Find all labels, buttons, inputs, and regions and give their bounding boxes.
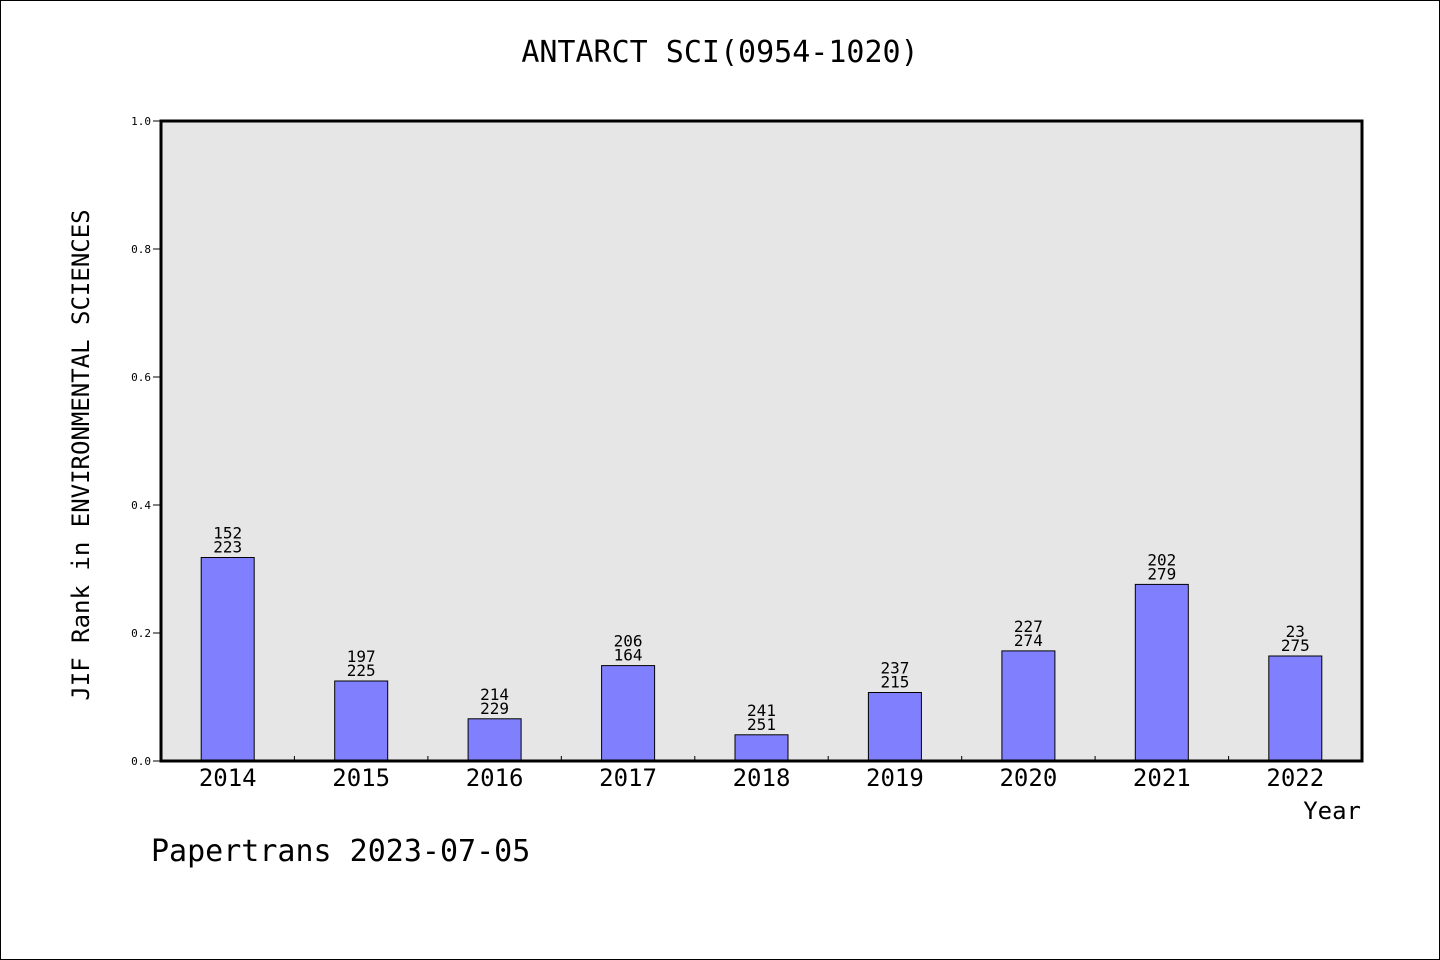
bar-rank-label: 23 bbox=[1286, 622, 1305, 641]
x-tick-label: 2022 bbox=[1266, 764, 1324, 792]
y-tick-label: 0.8 bbox=[131, 243, 151, 256]
y-tick-label: 0.0 bbox=[131, 755, 151, 768]
bar-total-label: 164 bbox=[614, 646, 643, 665]
y-axis-label: JIF Rank in ENVIRONMENTAL SCIENCES bbox=[67, 209, 95, 701]
bar-total-label: 279 bbox=[1147, 564, 1176, 583]
footer-note: Papertrans 2023-07-05 bbox=[151, 834, 531, 869]
x-tick-label: 2016 bbox=[466, 764, 524, 792]
x-axis-label: Year bbox=[1303, 797, 1361, 825]
y-tick-label: 1.0 bbox=[131, 115, 151, 128]
bar-total-label: 225 bbox=[347, 661, 376, 680]
bar-2017 bbox=[601, 665, 656, 762]
y-tick-label: 0.6 bbox=[131, 371, 151, 384]
bar-rank-label: 197 bbox=[347, 647, 376, 666]
x-tick-label: 2021 bbox=[1133, 764, 1191, 792]
bar-rank-label: 206 bbox=[614, 632, 643, 651]
bar-rank-label: 237 bbox=[880, 659, 909, 678]
x-tick-label: 2018 bbox=[733, 764, 791, 792]
x-tick-label: 2015 bbox=[332, 764, 390, 792]
x-tick-label: 2014 bbox=[199, 764, 257, 792]
bar-total-label: 215 bbox=[880, 673, 909, 692]
x-tick-label: 2020 bbox=[999, 764, 1057, 792]
bar-total-label: 223 bbox=[213, 538, 242, 557]
x-tick-label: 2017 bbox=[599, 764, 657, 792]
y-tick-label: 0.4 bbox=[131, 499, 151, 512]
bar-rank-label: 152 bbox=[213, 524, 242, 543]
bar-rank-label: 241 bbox=[747, 701, 776, 720]
bar-total-label: 275 bbox=[1281, 636, 1310, 655]
y-tick-label: 0.2 bbox=[131, 627, 151, 640]
x-tick-label: 2019 bbox=[866, 764, 924, 792]
bar-2014 bbox=[200, 557, 255, 762]
bar-2016 bbox=[467, 718, 522, 762]
bar-total-label: 251 bbox=[747, 715, 776, 734]
bar-rank-label: 202 bbox=[1147, 550, 1176, 569]
bar-2015 bbox=[334, 680, 389, 762]
bar-2021 bbox=[1134, 583, 1189, 762]
bar-2019 bbox=[867, 692, 922, 762]
bar-total-label: 274 bbox=[1014, 631, 1043, 650]
chart-title: ANTARCT SCI(0954-1020) bbox=[521, 35, 919, 70]
plot-border bbox=[159, 119, 1364, 763]
bar-rank-label: 227 bbox=[1014, 617, 1043, 636]
bar-2022 bbox=[1268, 655, 1323, 762]
bar-rank-label: 214 bbox=[480, 685, 509, 704]
bar-2018 bbox=[734, 734, 789, 762]
bar-total-label: 229 bbox=[480, 699, 509, 718]
bar-2020 bbox=[1001, 650, 1056, 762]
